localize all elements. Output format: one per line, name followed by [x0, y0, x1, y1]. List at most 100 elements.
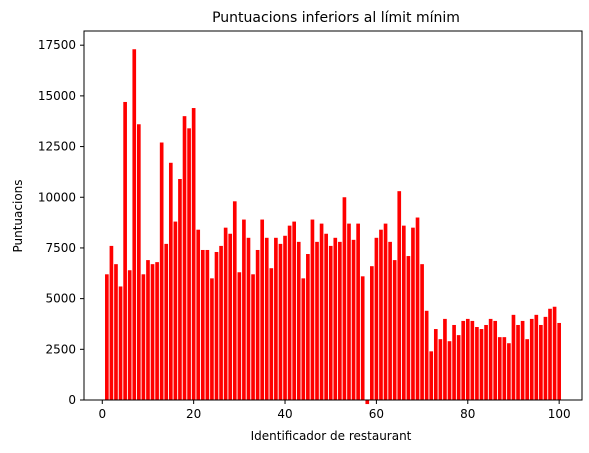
bar-88	[502, 337, 507, 400]
bar-10	[146, 260, 150, 400]
bar-97	[543, 316, 548, 400]
bar-38	[274, 237, 278, 400]
bar-2	[109, 245, 114, 400]
bar-48	[319, 223, 324, 400]
y-tick-label-17500: 17500	[38, 38, 76, 52]
chart-title: Puntuacions inferiors al límit mínim	[212, 10, 460, 26]
bar-56	[356, 223, 360, 400]
bar-62	[383, 223, 388, 400]
bar-41	[287, 225, 292, 400]
bar-95	[534, 314, 539, 400]
x-tick-label-20: 20	[186, 407, 201, 421]
bar-73	[433, 329, 438, 400]
bar-18	[182, 116, 187, 401]
bar-39	[278, 243, 283, 400]
bar-26	[219, 245, 223, 400]
x-axis-label: Identificador de restaurant	[251, 429, 412, 443]
bar-27	[223, 227, 228, 400]
bar-58	[365, 400, 370, 405]
bar-99	[552, 306, 557, 400]
bar-64	[392, 260, 397, 400]
bar-5	[123, 101, 127, 401]
x-tick-label-80: 80	[460, 407, 475, 421]
bar-94	[529, 318, 534, 400]
bar-93	[525, 339, 530, 400]
bar-9	[141, 274, 146, 400]
y-tick-label-10000: 10000	[38, 190, 76, 204]
bar-63	[388, 241, 392, 400]
bar-77	[452, 324, 456, 400]
x-axis-ticks: 0 20 40 60 80 100	[98, 400, 571, 421]
bar-19	[187, 128, 191, 400]
bar-75	[443, 318, 447, 400]
bar-21	[196, 229, 201, 400]
bar-14	[164, 243, 169, 400]
bar-32	[246, 237, 251, 400]
bar-34	[255, 249, 260, 400]
bar-43	[296, 241, 301, 400]
bar-40	[283, 235, 287, 400]
bar-61	[379, 229, 383, 400]
bar-22	[200, 249, 205, 400]
bar-69	[415, 217, 420, 400]
bar-1	[105, 274, 109, 400]
y-tick-label-5000: 5000	[45, 292, 76, 306]
plot-frame	[83, 30, 583, 401]
bar-33	[251, 274, 255, 400]
bar-16	[173, 221, 178, 400]
bar-84	[484, 324, 488, 400]
bar-36	[264, 237, 269, 400]
bar-20	[191, 108, 196, 400]
y-tick-label-12500: 12500	[38, 140, 76, 154]
bar-60	[374, 237, 379, 400]
bar-17	[178, 179, 182, 400]
bar-24	[210, 278, 214, 400]
bar-13	[159, 142, 164, 400]
bar-89	[507, 343, 511, 400]
bar-7	[132, 49, 137, 400]
y-tick-label-2500: 2500	[45, 342, 76, 356]
bar-86	[493, 320, 498, 400]
bar-59	[370, 266, 374, 400]
bar-37	[269, 268, 274, 400]
bar-47	[315, 241, 319, 400]
bar-57	[360, 276, 365, 400]
bar-79	[461, 320, 466, 400]
bar-8	[137, 124, 141, 400]
bar-25	[214, 251, 219, 400]
bar-6	[127, 270, 132, 400]
bar-100	[557, 322, 561, 400]
bar-51	[333, 237, 338, 400]
bar-52	[338, 241, 342, 400]
bar-29	[232, 201, 237, 400]
bar-4	[118, 286, 123, 400]
x-tick-label-100: 100	[548, 407, 571, 421]
bar-80	[465, 318, 470, 400]
bar-15	[168, 162, 173, 400]
bar-50	[328, 245, 333, 400]
bar-81	[470, 320, 475, 400]
bar-83	[479, 329, 484, 400]
y-tick-label-7500: 7500	[45, 241, 76, 255]
bar-30	[237, 272, 242, 400]
bar-3	[114, 264, 118, 400]
bar-65	[397, 191, 402, 400]
x-tick-label-60: 60	[369, 407, 384, 421]
bar-44	[301, 278, 306, 400]
bar-46	[310, 219, 315, 400]
x-tick-label-40: 40	[277, 407, 292, 421]
bar-66	[401, 225, 406, 400]
bar-72	[429, 351, 434, 400]
bar-91	[516, 324, 520, 400]
bar-49	[324, 233, 328, 400]
bar-85	[488, 318, 493, 400]
bar-90	[511, 314, 516, 400]
bar-54	[347, 223, 351, 400]
bar-71	[424, 310, 429, 400]
bar-87	[497, 337, 502, 400]
bar-42	[292, 221, 296, 400]
bars-group	[105, 49, 561, 405]
bar-35	[260, 219, 265, 400]
y-tick-label-0: 0	[68, 393, 76, 407]
